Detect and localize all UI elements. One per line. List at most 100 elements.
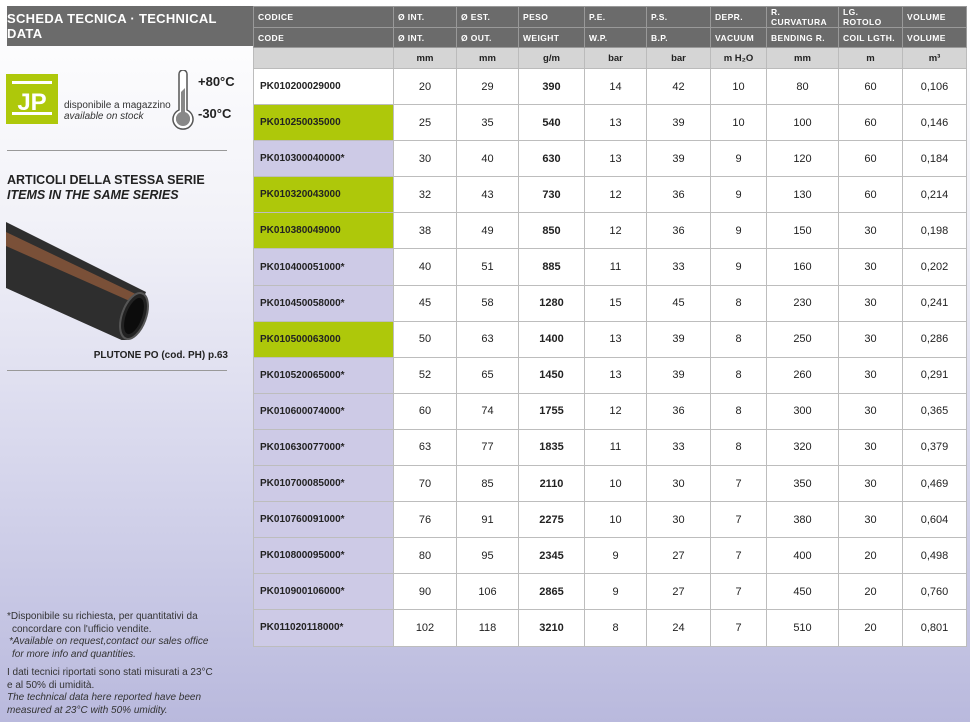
cell: 885 — [518, 248, 585, 286]
cell: 40 — [393, 248, 457, 286]
cell: 60 — [838, 67, 903, 106]
cell: 30 — [838, 248, 903, 286]
cell: 30 — [646, 501, 711, 539]
svg-text:JP: JP — [17, 89, 46, 116]
cell: 20 — [838, 573, 903, 611]
footnotes: *Disponibile su richiesta, per quantitat… — [7, 611, 247, 717]
cell: 39 — [646, 320, 711, 358]
cell: 63 — [393, 428, 457, 467]
cell: 35 — [456, 104, 519, 142]
product-code: PK010450058000* — [253, 284, 394, 322]
cell: 40 — [456, 140, 519, 178]
cell: 65 — [456, 356, 519, 394]
cell: 33 — [646, 248, 711, 286]
table-row: PK010400051000* 40 51 885 11 33 9 160 30 0,202 — [253, 248, 967, 286]
cell: 8 — [710, 320, 767, 358]
cell: 730 — [518, 176, 585, 214]
cell: 77 — [456, 428, 519, 467]
cell: 8 — [710, 284, 767, 322]
cell: 850 — [518, 212, 585, 250]
cell: 95 — [456, 537, 519, 575]
cell: 0,469 — [902, 465, 967, 503]
cell: 13 — [584, 140, 647, 178]
cell: 45 — [646, 284, 711, 322]
cell: 30 — [838, 320, 903, 358]
product-code: PK010250035000 — [253, 104, 394, 142]
cell: 39 — [646, 104, 711, 142]
cell: 9 — [710, 248, 767, 286]
divider — [7, 370, 227, 371]
cell: P.S. — [646, 6, 711, 28]
cell: 100 — [766, 104, 839, 142]
cell: 260 — [766, 356, 839, 394]
cell: 30 — [838, 212, 903, 250]
cell: 2345 — [518, 537, 585, 575]
cell: 1280 — [518, 284, 585, 322]
cell: 20 — [838, 537, 903, 575]
header-row-en: CODE Ø INT. Ø OUT. WEIGHT W.P. B.P. VACUUM BEND… — [253, 27, 967, 48]
max-temperature: +80°C — [198, 74, 235, 89]
table-row: PK010200029000 20 29 390 14 42 10 80 60 0,106 — [253, 67, 967, 106]
cell: 25 — [393, 104, 457, 142]
cell: 39 — [646, 356, 711, 394]
table-row: PK010600074000* 60 74 1755 12 36 8 300 30 0,365 — [253, 392, 967, 430]
cell: 2110 — [518, 465, 585, 503]
cell: 27 — [646, 573, 711, 611]
cell: 450 — [766, 573, 839, 611]
cell: 350 — [766, 465, 839, 503]
cell: 0,760 — [902, 573, 967, 611]
cell: 70 — [393, 465, 457, 503]
cell: 60 — [838, 176, 903, 214]
cell: 300 — [766, 392, 839, 430]
cell: mm — [393, 47, 457, 69]
product-code: PK010520065000* — [253, 356, 394, 394]
cell: 85 — [456, 465, 519, 503]
cell: BENDING R. — [766, 27, 839, 48]
cell: 36 — [646, 392, 711, 430]
cell: 10 — [584, 501, 647, 539]
cell: 2275 — [518, 501, 585, 539]
cell: 30 — [838, 501, 903, 539]
cell: 76 — [393, 501, 457, 539]
table-row: PK010900106000* 90 106 2865 9 27 7 450 20 0,760 — [253, 573, 967, 611]
cell: VOLUME — [902, 27, 967, 48]
cell: CODE — [253, 27, 394, 48]
cell: B.P. — [646, 27, 711, 48]
cell: 3210 — [518, 609, 585, 647]
cell: 0,106 — [902, 67, 967, 106]
cell: 7 — [710, 609, 767, 647]
cell: 30 — [838, 392, 903, 430]
cell: 30 — [838, 284, 903, 322]
product-code: PK010400051000* — [253, 248, 394, 286]
min-temperature: -30°C — [198, 106, 232, 121]
product-code: PK010800095000* — [253, 537, 394, 575]
cell: 10 — [584, 465, 647, 503]
cell: 120 — [766, 140, 839, 178]
cell: 14 — [584, 67, 647, 106]
cell: 45 — [393, 284, 457, 322]
cell: 250 — [766, 320, 839, 358]
cell: Ø EST. — [456, 6, 519, 28]
cell: 8 — [710, 392, 767, 430]
cell: 52 — [393, 356, 457, 394]
cell: 20 — [393, 67, 457, 106]
table-row: PK010450058000* 45 58 1280 15 45 8 230 30 0,241 — [253, 284, 967, 322]
cell: 80 — [766, 67, 839, 106]
product-code: PK010600074000* — [253, 392, 394, 430]
cell: 380 — [766, 501, 839, 539]
cell: m³ — [902, 47, 967, 69]
same-series-heading: ARTICOLI DELLA STESSA SERIE ITEMS IN THE… — [7, 173, 205, 203]
cell: 91 — [456, 501, 519, 539]
cell: 30 — [838, 356, 903, 394]
stock-legend: disponibile a magazzino available on sto… — [64, 100, 171, 122]
cell: 1450 — [518, 356, 585, 394]
product-code: PK010500063000 — [253, 320, 394, 358]
product-code: PK010630077000* — [253, 428, 394, 467]
cell: 0,146 — [902, 104, 967, 142]
cell: 12 — [584, 176, 647, 214]
product-code: PK010380049000 — [253, 212, 394, 250]
cell: 33 — [646, 428, 711, 467]
cell: mm — [766, 47, 839, 69]
cell: mm — [456, 47, 519, 69]
series-heading-en: ITEMS IN THE SAME SERIES — [7, 188, 179, 202]
